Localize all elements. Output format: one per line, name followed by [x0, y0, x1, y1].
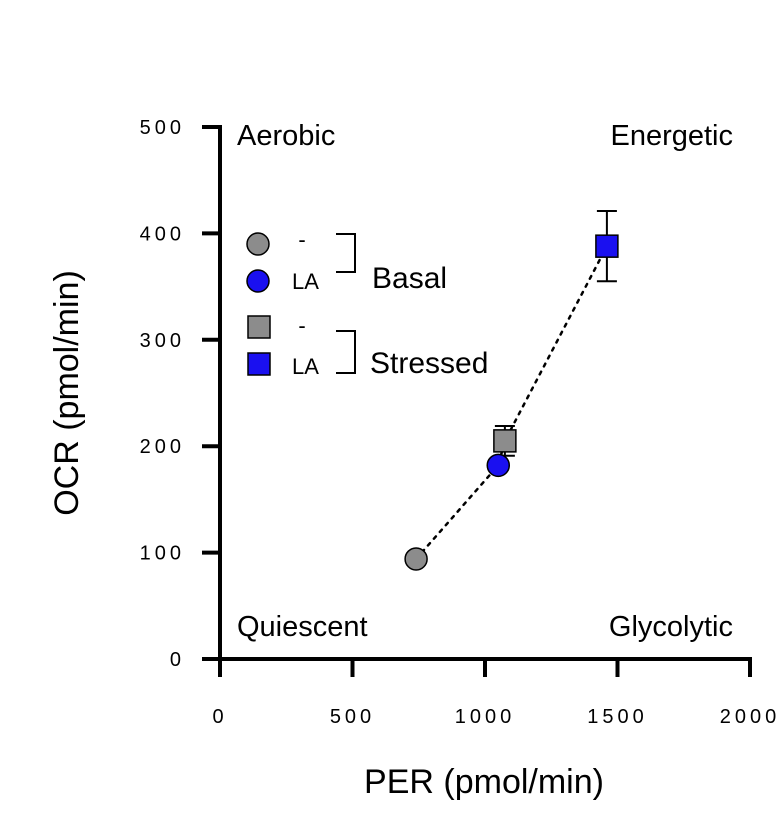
- legend-bracket-basal: [336, 233, 356, 273]
- legend-bracket-stressed: [336, 330, 356, 374]
- data-markers: [404, 234, 619, 571]
- legend-group-stressed: Stressed: [370, 347, 488, 380]
- x-tick-label: 500: [330, 706, 375, 728]
- x-axis-ticks: 0 500 1000 1500 2000: [212, 659, 781, 728]
- y-tick-label: 200: [140, 436, 185, 458]
- connector-path: [414, 244, 609, 561]
- legend-marker-basal-la: [246, 269, 270, 293]
- legend-label-basal-la: LA: [292, 269, 319, 294]
- quadrant-aerobic: Aerobic: [237, 120, 335, 152]
- y-tick-label: 100: [140, 543, 185, 565]
- series-connector-line: [414, 244, 609, 561]
- data-point-stressed-3: [595, 234, 619, 258]
- legend-marker-stressed-la: [247, 352, 271, 376]
- legend: - LA Basal - LA Stressed: [246, 227, 488, 380]
- y-axis-title: OCR (pmol/min): [48, 270, 86, 516]
- y-tick-label: 400: [140, 223, 185, 245]
- x-axis-title: PER (pmol/min): [364, 763, 604, 801]
- x-tick-label: 1500: [587, 706, 648, 728]
- data-point-basal-0: [404, 547, 428, 571]
- x-tick-label: 0: [212, 706, 227, 728]
- quadrant-energetic: Energetic: [610, 120, 733, 152]
- legend-group-basal: Basal: [372, 262, 447, 295]
- legend-marker-stressed-control: [247, 315, 271, 339]
- legend-label-stressed-control: -: [298, 313, 305, 338]
- legend-label-basal-control: -: [298, 227, 305, 252]
- y-axis-ticks: 0 100 200 300 400 500: [140, 117, 220, 671]
- x-tick-label: 1000: [455, 706, 516, 728]
- y-tick-label: 300: [140, 330, 185, 352]
- legend-marker-basal-control: [246, 232, 270, 256]
- y-tick-label: 500: [140, 117, 185, 139]
- quadrant-glycolytic: Glycolytic: [609, 611, 733, 643]
- quadrant-quiescent: Quiescent: [237, 611, 368, 643]
- axes: [218, 125, 752, 661]
- x-tick-label: 2000: [720, 706, 781, 728]
- legend-label-stressed-la: LA: [292, 354, 319, 379]
- data-point-stressed-2: [493, 429, 517, 453]
- y-tick-label: 0: [170, 649, 185, 671]
- data-point-basal-1: [486, 453, 510, 478]
